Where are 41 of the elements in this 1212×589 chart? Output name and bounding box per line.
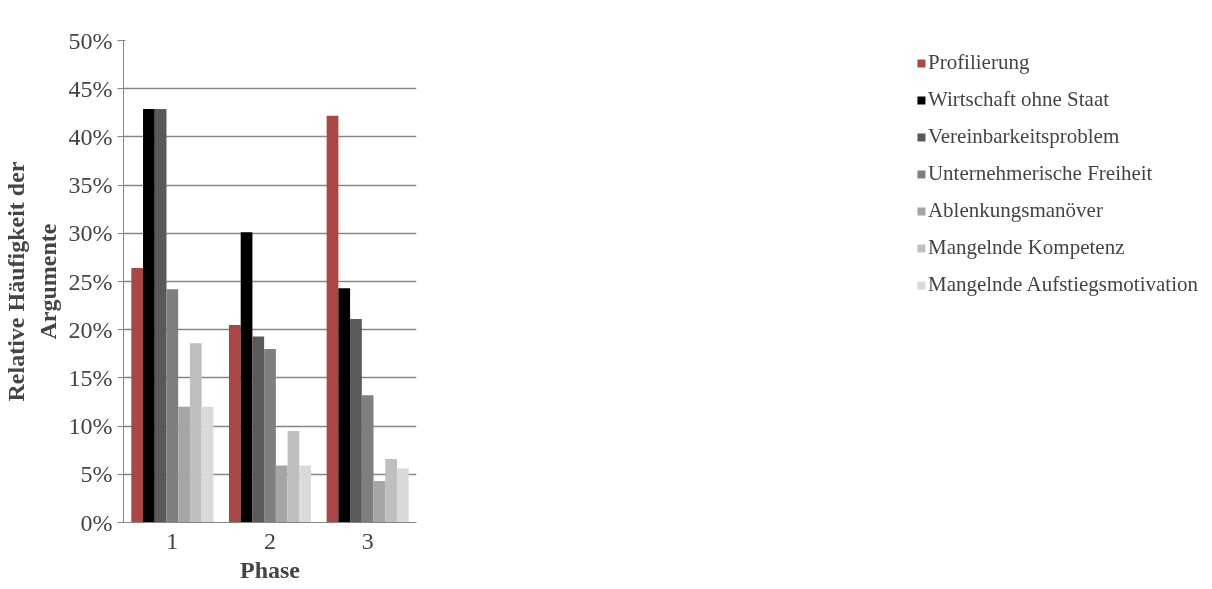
legend-label: Mangelnde Kompetenz — [927, 235, 1125, 260]
bar — [287, 430, 300, 523]
bar — [299, 465, 312, 523]
legend-label: Mangelnde Aufstiegsmotivation — [927, 272, 1198, 297]
bar — [240, 232, 253, 523]
legend-label: Ablenkungsmanöver — [927, 198, 1103, 223]
legend-label: Unternehmerische Freiheit — [927, 161, 1153, 186]
y-tick-label: 30% — [68, 220, 113, 247]
y-tick-label: 15% — [68, 364, 113, 391]
bar — [178, 406, 190, 523]
y-tick-label: 20% — [68, 316, 113, 343]
y-tick-label: 35% — [68, 172, 113, 199]
x-tick-label: 1 — [166, 527, 179, 554]
y-tick-label: 10% — [68, 413, 113, 440]
bar — [228, 324, 241, 523]
y-tick-label: 25% — [68, 268, 113, 295]
bar — [385, 458, 397, 523]
bar — [396, 468, 409, 523]
y-tick-label: 50% — [68, 27, 113, 54]
x-axis-title: Phase — [240, 556, 301, 583]
legend-label: Vereinbarkeitsproblem — [927, 124, 1120, 149]
bar — [252, 336, 265, 523]
x-tick-label: 3 — [361, 527, 374, 554]
bar — [350, 319, 362, 523]
bar — [275, 465, 288, 523]
y-tick-label: 5% — [80, 461, 113, 488]
y-tick-label: 45% — [68, 75, 113, 102]
bar — [189, 343, 202, 523]
legend-label: Wirtschaft ohne Staat — [927, 87, 1110, 112]
legend-label: Profilierung — [927, 50, 1030, 75]
y-axis-title: Relative Häufigkeit der Argumente — [3, 161, 61, 402]
bar — [326, 115, 339, 523]
bar — [338, 288, 351, 523]
bar — [131, 268, 144, 523]
y-tick-label: 0% — [80, 509, 113, 536]
bar — [373, 481, 386, 523]
bar — [143, 108, 155, 523]
y-tick-label: 40% — [68, 123, 113, 150]
x-tick-label: 2 — [264, 527, 276, 554]
bar — [201, 406, 214, 523]
bar — [154, 108, 167, 523]
